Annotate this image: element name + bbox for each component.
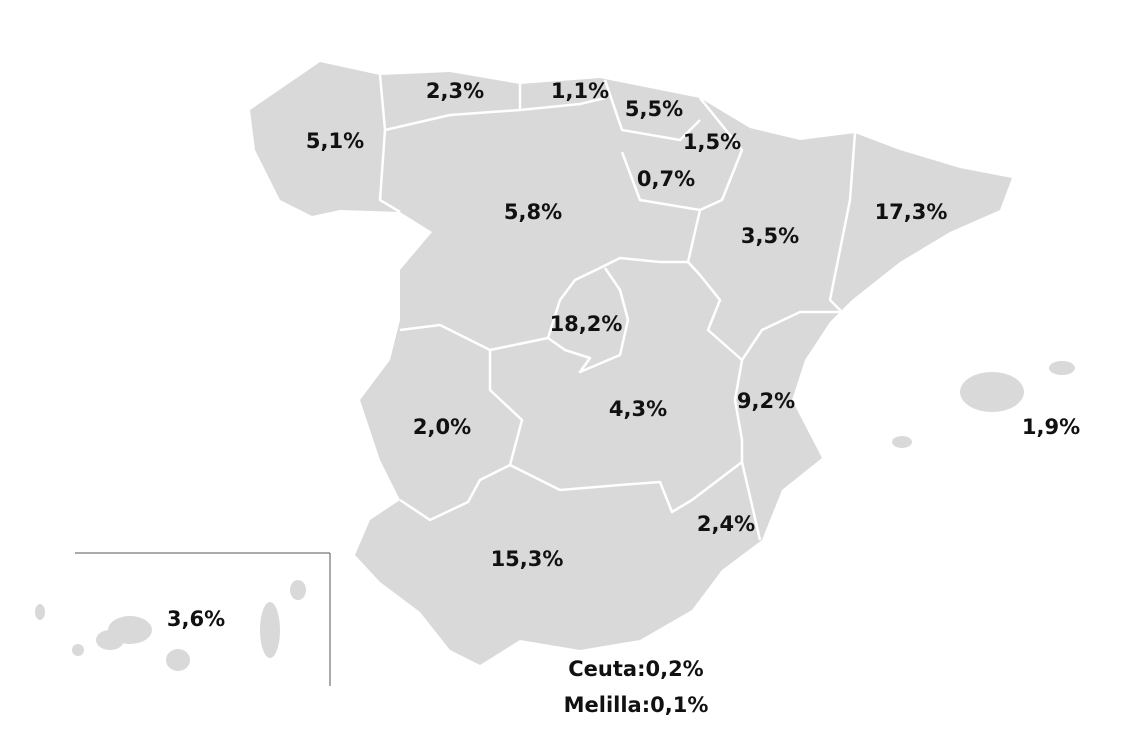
- region-label: 15,3%: [491, 547, 564, 571]
- note: Melilla:0,1%: [564, 693, 709, 717]
- region-label: 2,3%: [426, 79, 484, 103]
- region-label: 5,8%: [504, 200, 562, 224]
- region-label: 0,7%: [637, 167, 695, 191]
- note: Ceuta:0,2%: [568, 657, 703, 681]
- balearic-islands: [892, 361, 1075, 448]
- region-label: 5,1%: [306, 129, 364, 153]
- spain-mainland: [250, 62, 1012, 665]
- region-label: 2,4%: [697, 512, 755, 536]
- region-label: 3,5%: [741, 224, 799, 248]
- region-label: 1,1%: [551, 79, 609, 103]
- region-label: 4,3%: [609, 397, 667, 421]
- region-label: 9,2%: [737, 389, 795, 413]
- region-label: 3,6%: [167, 607, 225, 631]
- region-label: 2,0%: [413, 415, 471, 439]
- region-label: 18,2%: [550, 312, 623, 336]
- canary-islands: [35, 552, 331, 686]
- region-label: 17,3%: [875, 200, 948, 224]
- region-label: 1,5%: [683, 130, 741, 154]
- region-label: 1,9%: [1022, 415, 1080, 439]
- region-label: 5,5%: [625, 97, 683, 121]
